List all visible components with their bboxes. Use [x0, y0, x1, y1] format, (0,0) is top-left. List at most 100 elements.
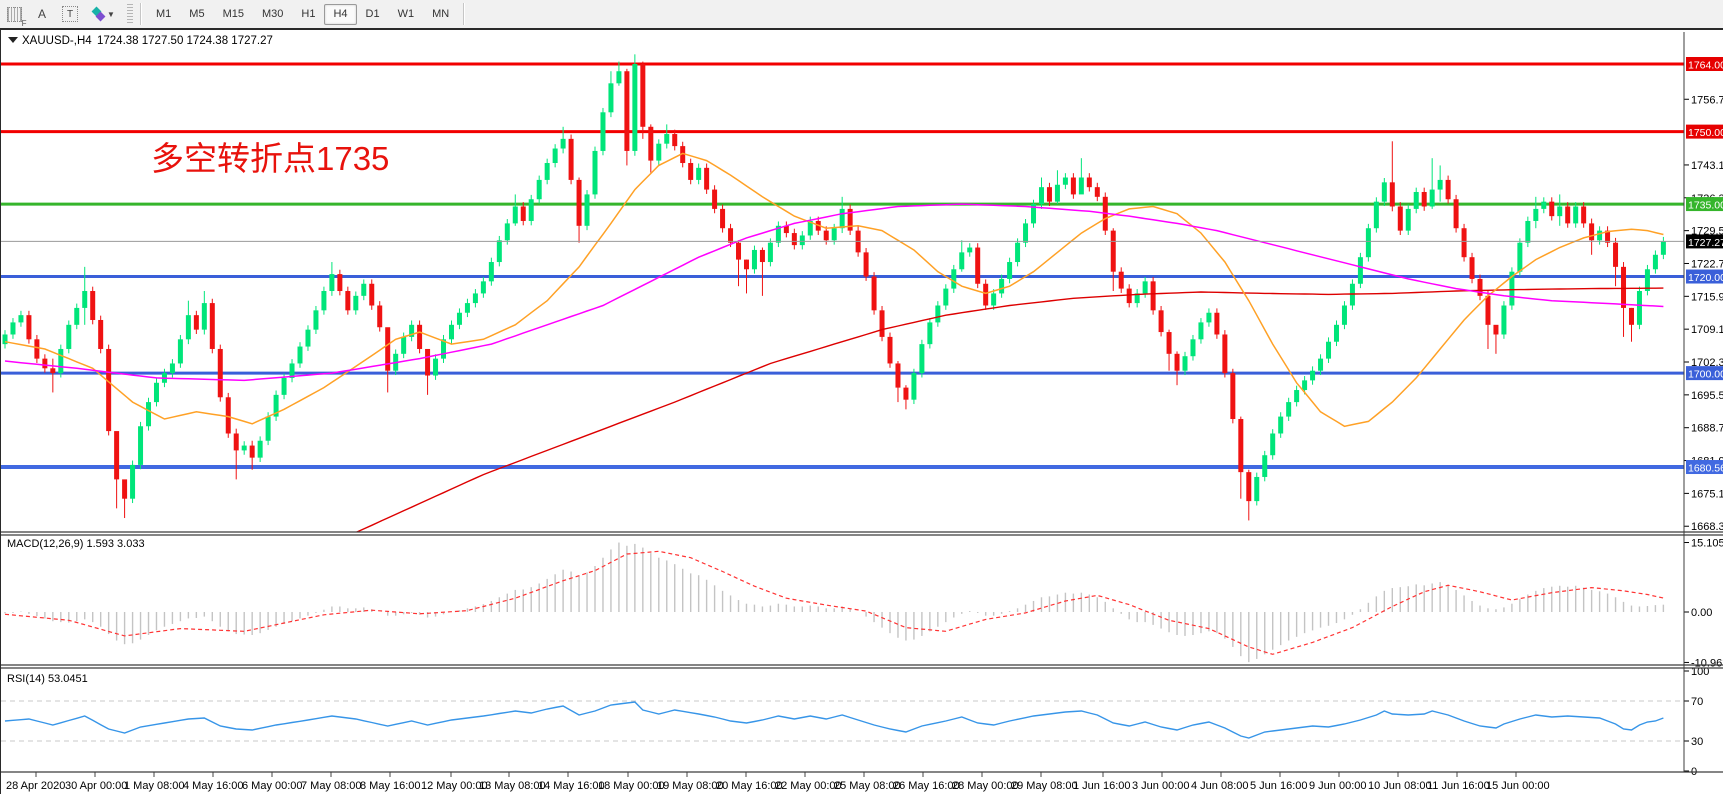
candle: [1421, 187, 1427, 211]
time-label[interactable]: 12 May 00:00: [421, 780, 488, 792]
candle: [903, 385, 909, 410]
candle: [799, 231, 805, 250]
slow-red-ma-line: [355, 287, 1664, 532]
candle: [967, 243, 973, 257]
chart-ohlc-readout: 1724.38 1727.50 1724.38 1727.27: [97, 35, 273, 47]
candle: [345, 286, 351, 315]
timeframe-button-M15[interactable]: M15: [222, 7, 244, 20]
chart-canvas[interactable]: 1756.701743.101736.301729.501722.701715.…: [1, 30, 1723, 794]
candle: [1015, 238, 1021, 267]
rsi-label: RSI(14) 53.0451: [7, 673, 88, 685]
candle: [1628, 307, 1634, 342]
timeframe-button-MN[interactable]: MN: [432, 7, 450, 20]
annotation-text[interactable]: 多空转折点1735: [151, 140, 389, 177]
price-badge-label: 1720.00: [1688, 272, 1723, 284]
candle: [959, 240, 965, 272]
price-axis[interactable]: 1756.701743.101736.301729.501722.701715.…: [1684, 57, 1723, 533]
macd-axis-label: 0.00: [1691, 607, 1712, 619]
price-tick-label: 1695.50: [1691, 390, 1723, 402]
time-label[interactable]: 1 Jun 16:00: [1073, 780, 1131, 792]
time-label[interactable]: 18 May 00:00: [598, 780, 665, 792]
candle: [42, 354, 48, 373]
timeframe-button-W1[interactable]: W1: [397, 7, 415, 20]
candle: [233, 428, 239, 480]
toolbar-separator: [463, 3, 466, 25]
timeframe-button-H1[interactable]: H1: [301, 7, 316, 20]
time-axis[interactable]: 28 Apr 2020 30 Apr 00:001 May 08:004 May …: [6, 772, 1550, 792]
time-label[interactable]: 1 May 08:00: [124, 780, 185, 792]
candle: [1405, 204, 1411, 235]
candle: [1286, 397, 1292, 421]
time-label[interactable]: 26 May 16:00: [893, 780, 960, 792]
timeframe-button-D1[interactable]: D1: [365, 7, 380, 20]
time-label[interactable]: 22 May 00:00: [775, 780, 842, 792]
candle: [1294, 385, 1300, 407]
toolbar-drag-handle[interactable]: [127, 4, 133, 24]
candle: [1660, 236, 1666, 260]
time-label[interactable]: 7 May 08:00: [301, 780, 362, 792]
candle: [680, 141, 686, 168]
candle: [1453, 194, 1459, 233]
horizontal-level-lines[interactable]: [1, 62, 1684, 470]
price-badge: [1686, 57, 1723, 71]
candle: [448, 320, 454, 344]
symbol-dropdown-icon[interactable]: [8, 37, 18, 43]
time-label[interactable]: 8 May 16:00: [360, 780, 421, 792]
timeframe-button-H4[interactable]: H4: [324, 3, 357, 25]
time-label[interactable]: 29 May 08:00: [1011, 780, 1078, 792]
candle: [1501, 301, 1507, 339]
candle: [1110, 228, 1116, 292]
candle: [1118, 267, 1124, 293]
time-label[interactable]: 28 May 00:00: [952, 780, 1019, 792]
time-label[interactable]: 25 May 08:00: [834, 780, 901, 792]
time-label[interactable]: 15 Jun 00:00: [1486, 780, 1550, 792]
candle: [1621, 262, 1627, 337]
time-label[interactable]: 4 Jun 08:00: [1191, 780, 1249, 792]
price-badge: [1686, 269, 1723, 284]
candle: [1461, 223, 1467, 262]
time-label[interactable]: 28 Apr 2020: [6, 780, 65, 792]
time-label[interactable]: 3 Jun 00:00: [1132, 780, 1190, 792]
candle: [1031, 199, 1037, 228]
price-tick-label: 1668.30: [1691, 521, 1723, 533]
time-label[interactable]: 5 Jun 16:00: [1250, 780, 1308, 792]
candle: [1158, 305, 1164, 337]
price-tick-label: 1715.90: [1691, 291, 1723, 303]
time-label[interactable]: 19 May 08:00: [657, 780, 724, 792]
candle: [1445, 175, 1451, 204]
rsi-axis-label: 30: [1691, 736, 1703, 748]
time-label[interactable]: 6 May 00:00: [242, 780, 303, 792]
macd-signal-line: [4, 550, 1664, 655]
arrows-objects-icon[interactable]: ▼: [87, 4, 121, 24]
time-label[interactable]: 20 May 16:00: [716, 780, 783, 792]
time-label[interactable]: 4 May 16:00: [183, 780, 244, 792]
candle: [504, 219, 510, 245]
candle: [728, 223, 734, 248]
candle: [2, 330, 8, 349]
grid-properties-icon[interactable]: F: [3, 4, 27, 28]
text-box-icon[interactable]: T: [59, 4, 81, 24]
text-label-icon[interactable]: A: [37, 7, 46, 21]
candle: [1198, 318, 1204, 344]
time-label[interactable]: 13 May 08:00: [479, 780, 546, 792]
candle: [305, 325, 311, 351]
price-badge-label: 1700.00: [1688, 369, 1723, 381]
candle: [1437, 165, 1443, 202]
time-label[interactable]: 10 Jun 08:00: [1368, 780, 1432, 792]
candle: [480, 277, 486, 298]
time-label[interactable]: 9 Jun 00:00: [1309, 780, 1367, 792]
time-label[interactable]: 30 Apr 00:00: [65, 780, 127, 792]
timeframe-button-M1[interactable]: M1: [156, 7, 172, 20]
time-label[interactable]: 14 May 16:00: [538, 780, 605, 792]
candle: [146, 397, 152, 431]
timeframe-button-M30[interactable]: M30: [261, 7, 284, 20]
candle: [847, 204, 853, 235]
rsi-axis-label: 70: [1691, 696, 1703, 708]
time-label[interactable]: 11 Jun 16:00: [1427, 780, 1490, 792]
candle: [1054, 170, 1060, 205]
candle: [10, 318, 16, 339]
candle: [528, 194, 534, 226]
timeframe-button-M5[interactable]: M5: [189, 7, 205, 20]
candle: [456, 308, 462, 330]
candle: [1509, 267, 1515, 310]
